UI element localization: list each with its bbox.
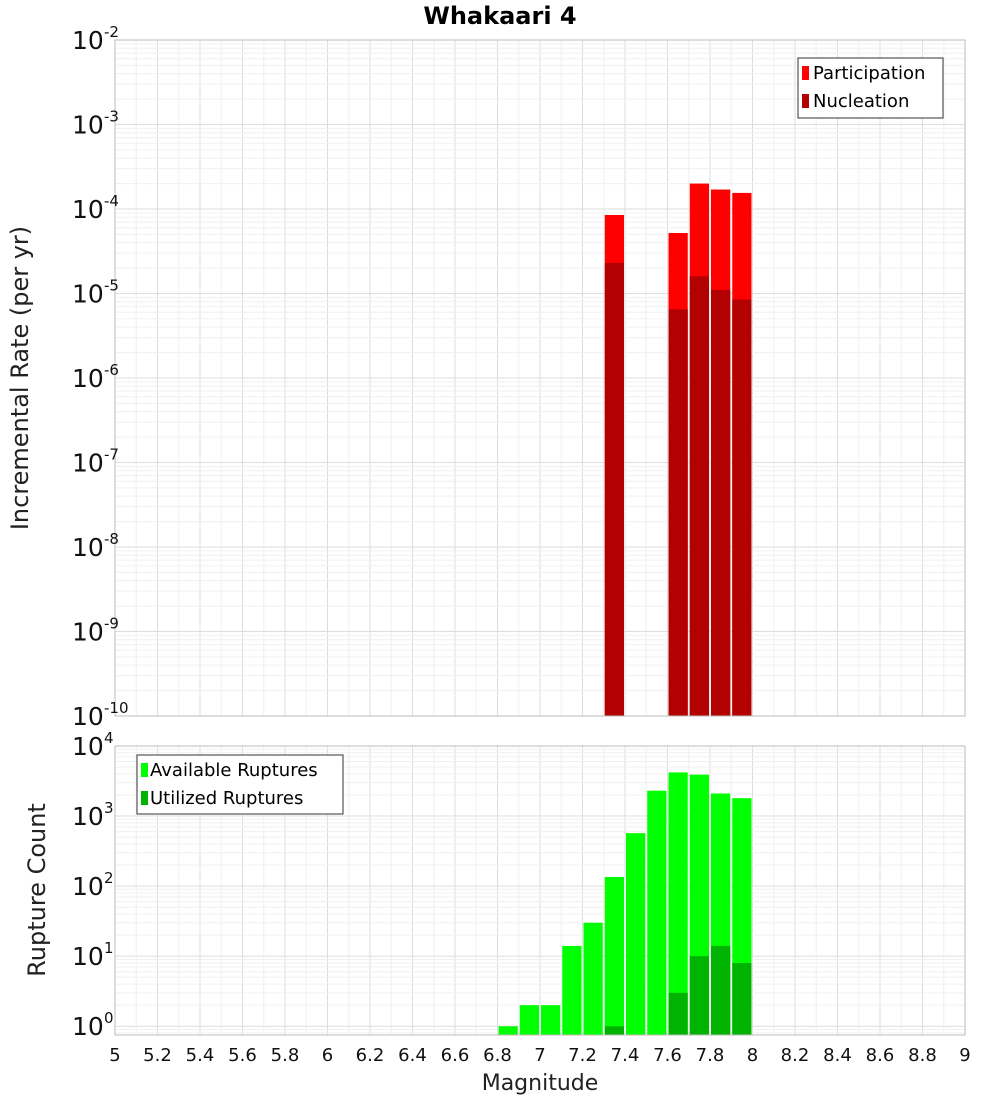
x-tick-label: 6.4 [398, 1045, 427, 1066]
bottom-gridlines [114, 745, 966, 1035]
bottom-bar-utilized-ruptures [732, 962, 752, 1035]
bottom-bar-available-ruptures [519, 1005, 539, 1035]
top-legend: Participation Nucleation [797, 57, 944, 119]
x-tick-label: 5.2 [143, 1045, 172, 1066]
bottom-bar-available-ruptures [541, 1005, 561, 1035]
bottom-y-tick-exponent: 2 [104, 869, 114, 887]
bottom-y-tick-exponent: 0 [104, 1009, 114, 1027]
top-y-tick-exponent: -3 [104, 108, 119, 126]
bottom-y-tick-label: 10 [72, 802, 104, 831]
x-tick-label: 9 [959, 1045, 970, 1066]
top-bar-nucleation [689, 276, 709, 716]
bottom-bar-utilized-ruptures [604, 1026, 624, 1035]
bottom-y-tick-label: 10 [72, 942, 104, 971]
legend-available-ruptures: Available Ruptures [150, 760, 318, 781]
top-gridlines [114, 39, 966, 717]
top-plot-frame [114, 39, 966, 717]
top-y-tick-label: 10 [72, 280, 104, 309]
bottom-y-tick-exponent: 1 [104, 939, 114, 957]
chart-title: Whakaari 4 [423, 2, 576, 30]
x-axis-label: Magnitude [482, 1071, 599, 1096]
bottom-legend: Available Ruptures Utilized Ruptures [136, 754, 344, 815]
bottom-y-tick-label: 10 [72, 732, 104, 761]
bottom-y-axis-label: Rupture Count [23, 803, 51, 977]
x-tick-label: 8.4 [823, 1045, 852, 1066]
top-bar-nucleation [604, 262, 624, 716]
top-y-axis-label: Incremental Rate (per yr) [6, 226, 34, 530]
bottom-bar-available-ruptures [647, 790, 667, 1035]
bottom-bar-available-ruptures [583, 922, 603, 1035]
top-bars [604, 183, 752, 716]
x-ticks: 5 5.2 5.4 5.6 5.8 6 6.2 6.4 6.6 6.8 7 7.2 7.4 7.6 7.8 8… [109, 1045, 970, 1066]
bottom-bar-available-ruptures [626, 833, 646, 1035]
x-tick-label: 8.2 [781, 1045, 810, 1066]
bottom-bars [498, 772, 752, 1035]
top-y-tick-exponent: -9 [104, 615, 119, 633]
x-tick-label: 7.2 [568, 1045, 597, 1066]
x-tick-label: 6.8 [483, 1045, 512, 1066]
bottom-y-tick-exponent: 3 [104, 799, 114, 817]
top-y-tick-exponent: -4 [104, 192, 119, 210]
top-y-tick-label: 10 [72, 26, 104, 55]
x-tick-label: 7.8 [696, 1045, 725, 1066]
x-tick-label: 5.4 [186, 1045, 215, 1066]
top-y-tick-label: 10 [72, 533, 104, 562]
top-y-tick-exponent: -10 [104, 699, 129, 717]
bottom-bar-utilized-ruptures [668, 992, 688, 1035]
top-y-tick-label: 10 [72, 111, 104, 140]
legend-utilized-ruptures: Utilized Ruptures [150, 788, 303, 809]
top-y-tick-label: 10 [72, 702, 104, 731]
nucleation-swatch [802, 94, 809, 108]
bottom-plot-frame [114, 745, 966, 1036]
x-tick-label: 6.2 [356, 1045, 385, 1066]
bottom-bar-available-ruptures [498, 1026, 518, 1035]
bottom-bar-available-ruptures [562, 945, 582, 1035]
legend-nucleation: Nucleation [813, 91, 909, 112]
top-y-tick-label: 10 [72, 195, 104, 224]
bottom-bar-utilized-ruptures [711, 945, 731, 1035]
x-tick-label: 6.6 [441, 1045, 470, 1066]
x-tick-label: 7 [534, 1045, 545, 1066]
bottom-bar-available-ruptures [604, 876, 624, 1035]
bottom-y-tick-label: 10 [72, 872, 104, 901]
available-swatch [141, 763, 148, 777]
top-y-tick-exponent: -6 [104, 361, 119, 379]
x-tick-label: 8 [747, 1045, 758, 1066]
top-y-tick-exponent: -2 [104, 23, 119, 41]
bottom-y-tick-label: 10 [72, 1012, 104, 1041]
x-tick-label: 8.6 [866, 1045, 895, 1066]
top-bar-nucleation [668, 309, 688, 716]
bottom-bar-available-ruptures [668, 772, 688, 1035]
x-tick-label: 6 [322, 1045, 333, 1066]
legend-participation: Participation [813, 63, 925, 84]
top-bar-nucleation [711, 290, 731, 716]
top-y-tick-label: 10 [72, 449, 104, 478]
top-y-tick-exponent: -7 [104, 446, 119, 464]
bottom-y-tick-exponent: 4 [104, 729, 114, 747]
x-tick-label: 5.8 [271, 1045, 300, 1066]
top-y-tick-exponent: -8 [104, 530, 119, 548]
top-legend-box [797, 57, 944, 119]
x-tick-label: 7.6 [653, 1045, 682, 1066]
x-tick-label: 5.6 [228, 1045, 257, 1066]
x-tick-label: 7.4 [611, 1045, 640, 1066]
utilized-swatch [141, 791, 148, 805]
x-tick-label: 8.8 [908, 1045, 937, 1066]
top-y-tick-label: 10 [72, 364, 104, 393]
bottom-bar-utilized-ruptures [689, 956, 709, 1035]
participation-swatch [802, 66, 809, 80]
x-tick-label: 5 [109, 1045, 120, 1066]
top-y-tick-exponent: -5 [104, 277, 119, 295]
top-y-tick-label: 10 [72, 618, 104, 647]
bottom-legend-box [136, 754, 344, 815]
top-bar-nucleation [732, 299, 752, 716]
